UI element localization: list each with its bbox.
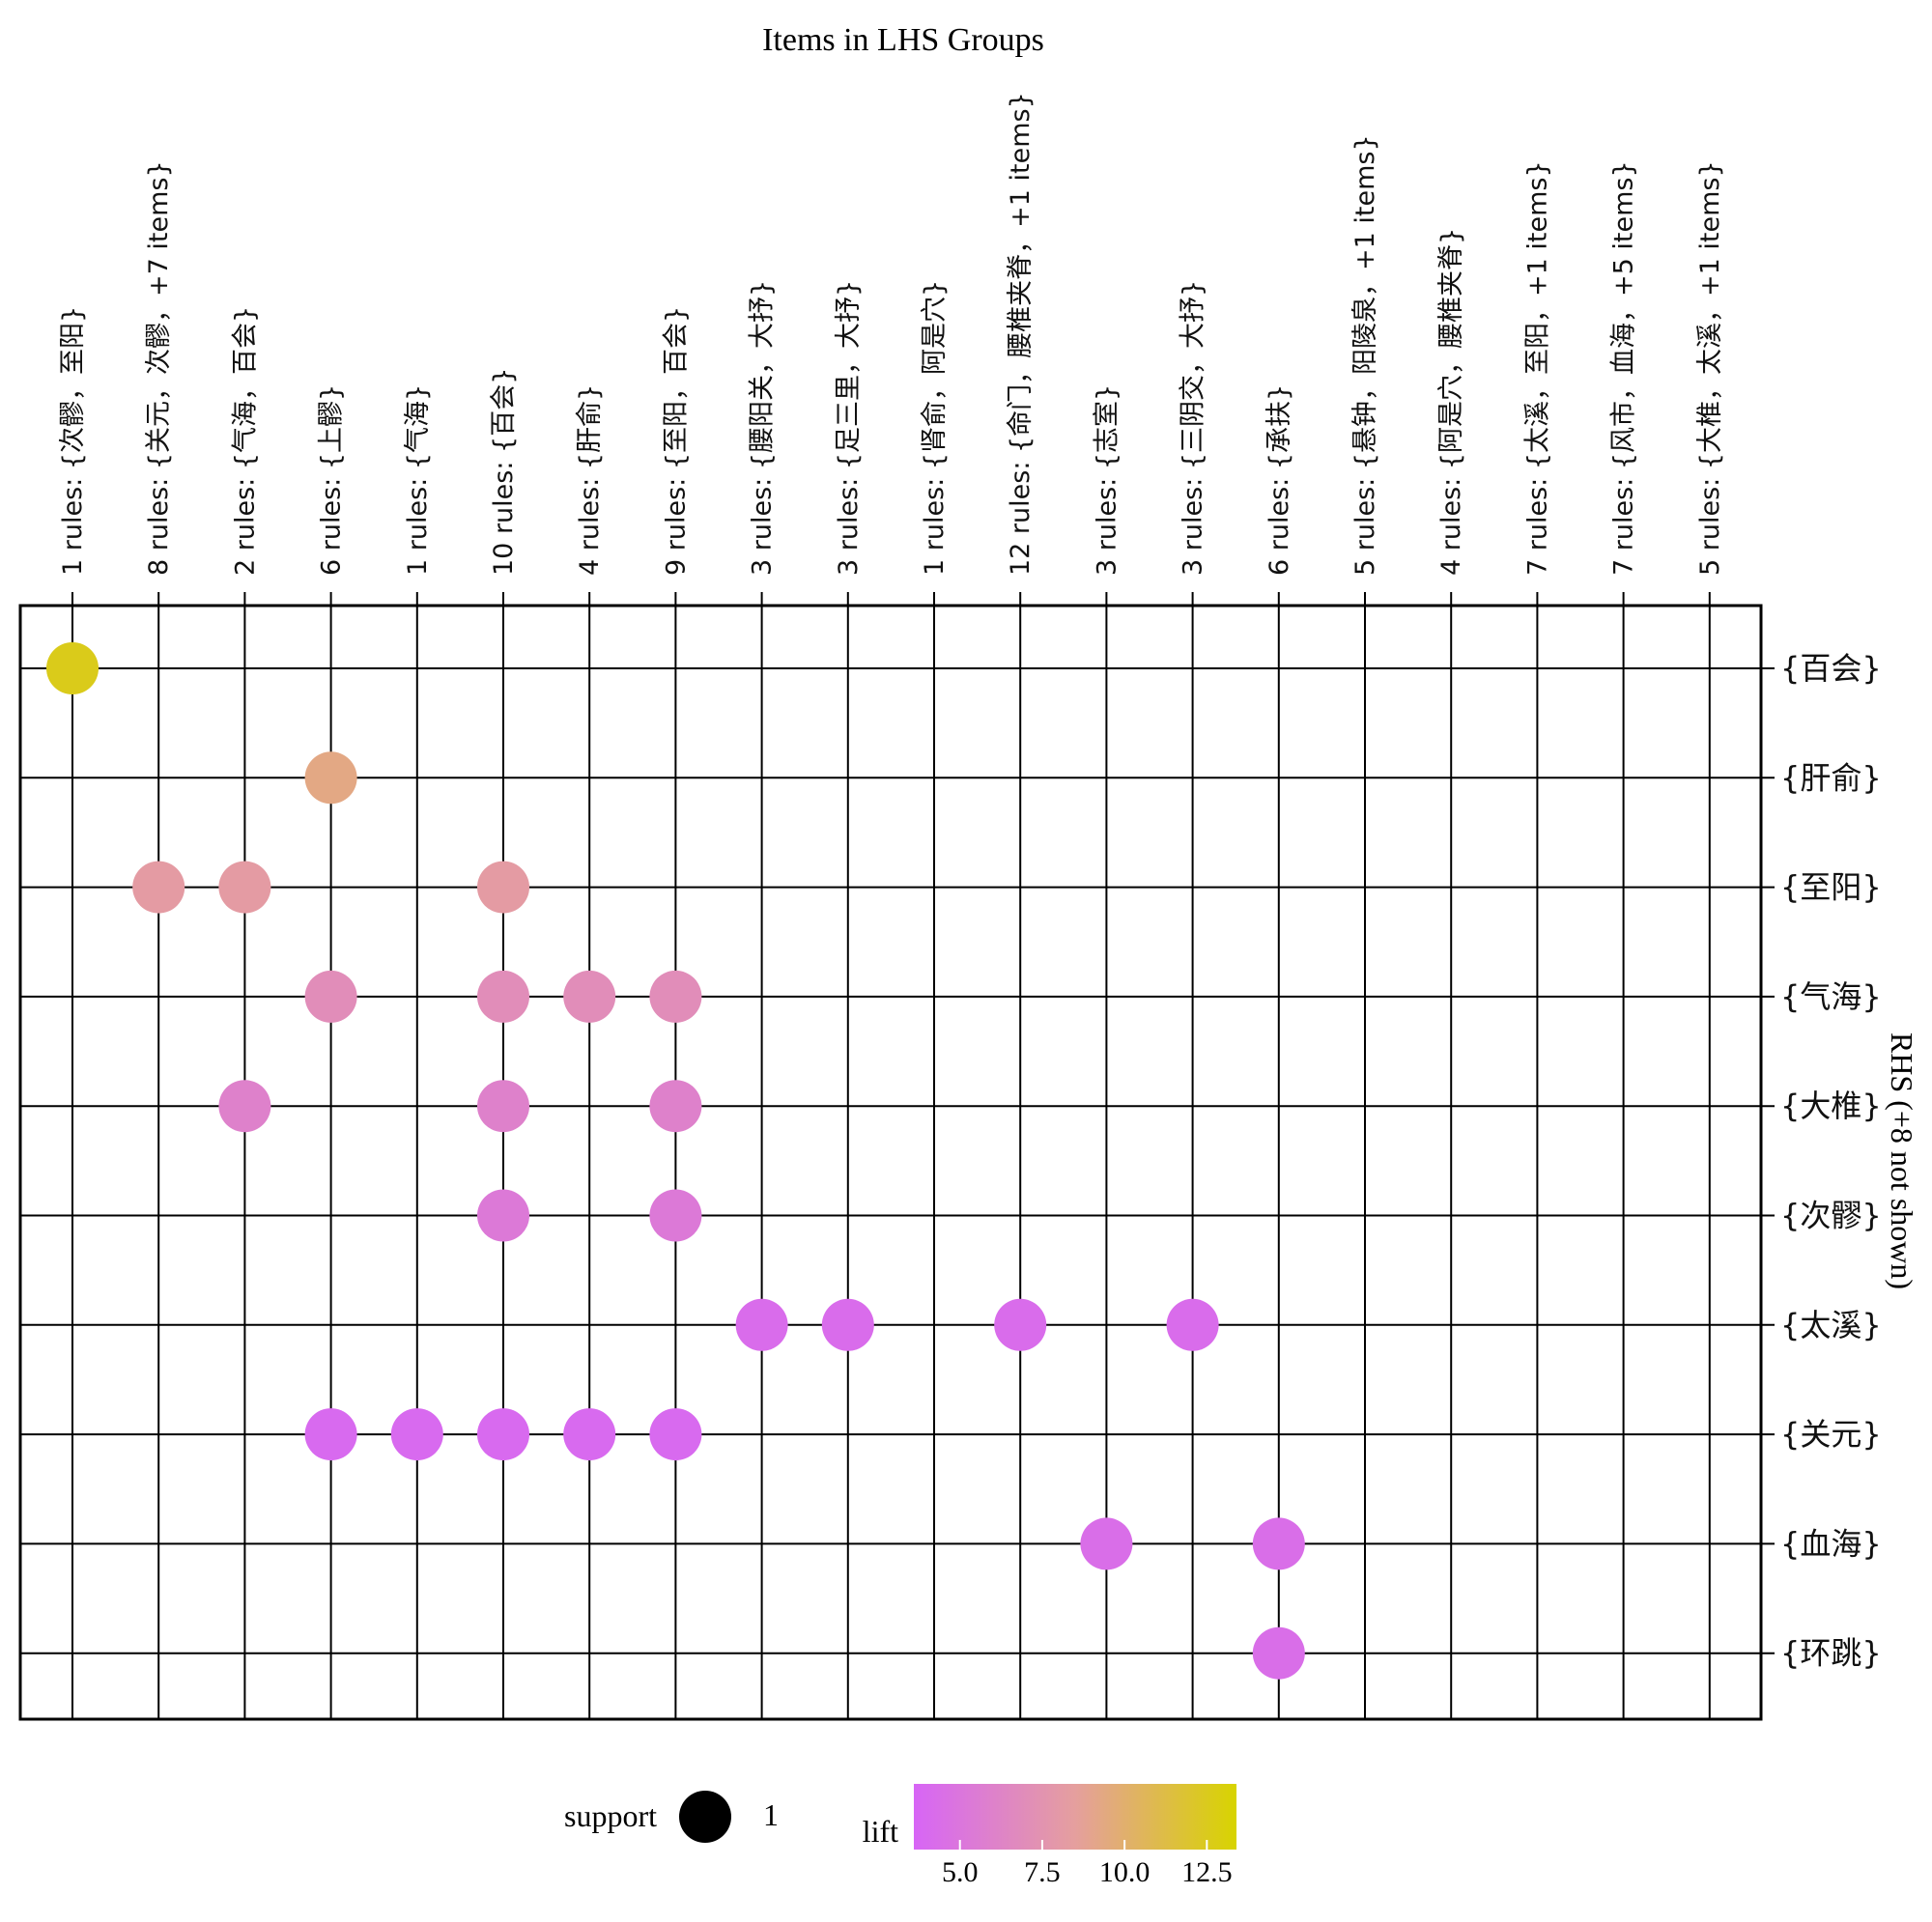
lift-tick-label: 5.0 [942, 1856, 979, 1888]
lift-tick-label: 12.5 [1181, 1856, 1233, 1888]
column-label: 12 rules: {命门，腰椎夹脊，+1 items} [1006, 92, 1036, 576]
rule-point [1252, 1517, 1305, 1570]
legend-support-value: 1 [763, 1797, 779, 1832]
rule-point [477, 1080, 529, 1133]
column-label: 3 rules: {足三里，大抒} [834, 280, 864, 576]
column-label: 5 rules: {悬钟，阳陵泉，+1 items} [1350, 134, 1380, 576]
column-label: 1 rules: {肾俞，阿是穴} [920, 280, 950, 576]
rule-point [994, 1298, 1047, 1351]
chart-title: Items in LHS Groups [762, 22, 1044, 58]
column-label: 4 rules: {肝俞} [575, 384, 605, 576]
rule-point [649, 970, 702, 1023]
row-label: {大椎} [1780, 1088, 1882, 1124]
column-label: 7 rules: {太溪，至阳，+1 items} [1522, 160, 1552, 576]
rule-point [477, 1189, 529, 1242]
column-label: 9 rules: {至阳，百会} [661, 306, 691, 576]
column-label: 2 rules: {气海，百会} [230, 306, 260, 576]
data-points [46, 642, 1305, 1680]
rule-point [477, 861, 529, 914]
column-label: 1 rules: {气海} [403, 384, 433, 576]
column-label: 3 rules: {腰阳关，大抒} [748, 280, 778, 576]
legend-lift-title: lift [863, 1814, 898, 1849]
rule-point [390, 1408, 443, 1461]
column-label: 4 rules: {阿是穴，腰椎夹脊} [1436, 228, 1466, 576]
column-label: 3 rules: {志室} [1092, 384, 1122, 576]
rule-point [132, 861, 185, 914]
lift-colorbar-ticks: 5.0 7.5 10.0 12.5 [942, 1840, 1233, 1888]
row-labels: {百会} {肝俞} {至阳} {气海} {大椎} {次髎} {太溪} {关元} {血海} {环跳} [1780, 650, 1882, 1672]
rule-point [821, 1298, 874, 1351]
rule-point [477, 970, 529, 1023]
rule-point [304, 751, 357, 805]
row-label: {气海} [1780, 978, 1882, 1015]
legend-support-dot [679, 1791, 731, 1843]
rule-point [477, 1408, 529, 1461]
rule-point [46, 642, 99, 694]
column-label: 8 rules: {关元，次髎，+7 items} [144, 160, 174, 576]
lift-tick-label: 10.0 [1099, 1856, 1151, 1888]
column-label: 6 rules: {承扶} [1264, 384, 1294, 576]
rule-point [563, 1408, 616, 1461]
column-label: 6 rules: {上髎} [317, 384, 347, 576]
row-label: {次髎} [1780, 1198, 1882, 1234]
rule-point [649, 1408, 702, 1461]
column-labels: 1 rules: {次髎，至阳} 8 rules: {关元，次髎，+7 items… [58, 92, 1725, 576]
y-axis-title: RHS (+8 not shown) [1885, 1032, 1919, 1289]
lift-colorbar [914, 1784, 1236, 1850]
row-label: {太溪} [1780, 1307, 1882, 1343]
column-label: 7 rules: {风市，血海，+5 items} [1609, 160, 1639, 576]
legend: support 1 lift 5.0 7.5 10.0 12.5 [564, 1784, 1236, 1888]
column-label: 3 rules: {三阴交，大抒} [1179, 280, 1208, 576]
legend-support-title: support [564, 1798, 657, 1833]
row-label: {血海} [1780, 1525, 1882, 1562]
rule-point [649, 1189, 702, 1242]
column-label: 5 rules: {大椎，太溪，+1 items} [1695, 160, 1725, 576]
rule-point [735, 1298, 788, 1351]
column-label: 10 rules: {百会} [489, 368, 519, 576]
rule-point [1080, 1517, 1133, 1570]
rule-point [304, 970, 357, 1023]
row-label: {关元} [1780, 1416, 1882, 1453]
rule-point [1166, 1298, 1219, 1351]
plot-frame [18, 604, 1763, 1721]
rule-point [649, 1080, 702, 1133]
rule-point [218, 861, 271, 914]
rule-point [304, 1408, 357, 1461]
lift-tick-label: 7.5 [1024, 1856, 1061, 1888]
rule-point [1252, 1626, 1305, 1680]
column-label: 1 rules: {次髎，至阳} [58, 306, 88, 576]
row-label: {肝俞} [1780, 759, 1882, 796]
rule-point [563, 970, 616, 1023]
rule-point [218, 1080, 271, 1133]
row-label: {百会} [1780, 650, 1882, 687]
row-label: {至阳} [1780, 869, 1882, 906]
row-label: {环跳} [1780, 1635, 1882, 1672]
plot-grid [18, 592, 1775, 1721]
